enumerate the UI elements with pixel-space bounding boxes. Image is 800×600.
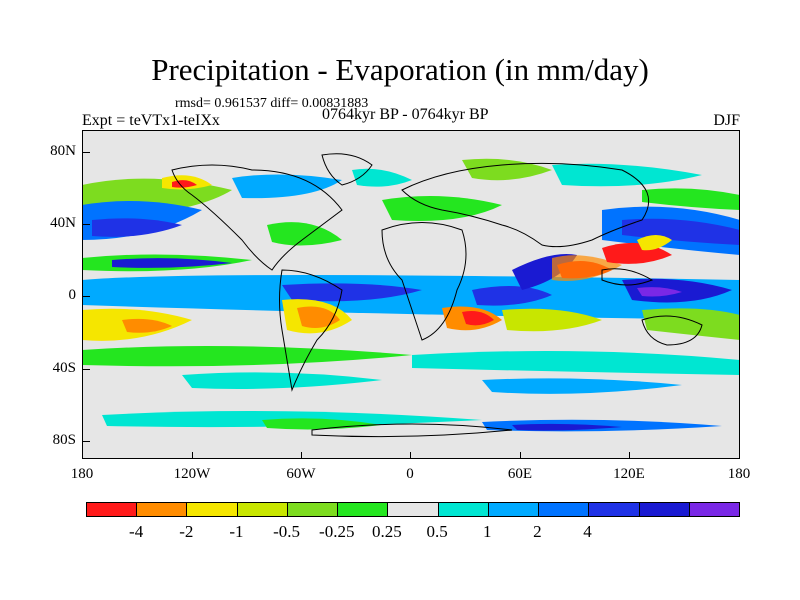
field-patch: [637, 235, 672, 251]
field-patch: [232, 174, 342, 199]
field-patch: [82, 346, 412, 367]
x-tick-label: 0: [406, 466, 414, 482]
colorbar-bin: [438, 503, 489, 516]
y-tick: [82, 369, 90, 370]
field-patch: [92, 218, 182, 237]
x-tick-label: 60E: [507, 466, 533, 482]
x-tick: [192, 452, 193, 459]
colorbar-label: -4: [129, 522, 144, 541]
x-tick-label: 180: [727, 466, 751, 482]
field-patch: [122, 318, 172, 333]
plot-title: Precipitation - Evaporation (in mm/day): [151, 52, 649, 87]
field-patch: [502, 308, 602, 332]
field-patch: [637, 287, 682, 297]
field-patch: [642, 308, 740, 340]
colorbar-bin: [689, 503, 740, 516]
field-patch: [112, 258, 232, 268]
field-patch: [352, 168, 412, 187]
season-label: DJF: [713, 112, 740, 129]
field-patch: [182, 372, 382, 389]
field-patch: [642, 188, 740, 210]
experiment-label: Expt = teVTx1-teIXx: [82, 112, 220, 129]
y-tick: [82, 152, 90, 153]
coastlines: [171, 153, 703, 438]
colorbar: [86, 502, 740, 517]
x-tick: [410, 452, 411, 459]
field-patch: [552, 163, 702, 187]
colorbar-label: 0.25: [372, 522, 402, 541]
field-patch: [482, 378, 682, 394]
x-tick: [629, 452, 630, 459]
field-patch: [472, 286, 552, 306]
field-patch: [462, 311, 494, 326]
field-patch: [262, 418, 382, 430]
colorbar-bin: [488, 503, 540, 516]
stats-label: rmsd= 0.961537 diff= 0.00831883: [175, 96, 369, 111]
colorbar-label: 1: [482, 522, 492, 541]
y-tick-label: 80S: [52, 432, 76, 448]
period-label: 0764kyr BP - 0764kyr BP: [322, 106, 489, 123]
field-patch: [267, 222, 342, 246]
colorbar-bin: [639, 503, 690, 516]
x-tick-label: 120E: [613, 466, 645, 482]
colorbar-bin: [187, 503, 238, 516]
colorbar-bin: [589, 503, 640, 516]
field-patch: [462, 158, 552, 181]
x-tick-label: 180: [70, 466, 94, 482]
colorbar-bin: [338, 503, 389, 516]
y-tick-label: 40N: [50, 215, 76, 231]
colorbar-bin: [388, 503, 439, 516]
y-tick: [82, 441, 90, 442]
field-patch: [552, 255, 622, 281]
field-patch: [622, 218, 740, 245]
y-tick: [82, 224, 90, 225]
colorbar-label: 0.5: [426, 522, 448, 541]
colorbar-bin: [137, 503, 188, 516]
colorbar-label: -2: [179, 522, 194, 541]
field-patch: [512, 423, 622, 431]
colorbar-label: -0.25: [319, 522, 355, 541]
colorbar-bin: [539, 503, 590, 516]
y-tick-label: 0: [68, 287, 77, 303]
field-patch: [382, 196, 502, 221]
colorbar-label: 4: [583, 522, 592, 541]
x-tick: [520, 452, 521, 459]
map-panel: [82, 130, 740, 459]
colorbar-label: 2: [533, 522, 542, 541]
field-patch: [297, 306, 340, 328]
colorbar-label: -1: [229, 522, 244, 541]
field-patch: [282, 283, 422, 302]
y-tick-label: 80N: [50, 143, 76, 159]
x-tick-label: 120W: [173, 466, 211, 482]
colorbar-bin: [237, 503, 288, 516]
precipitation-field: [82, 153, 740, 438]
x-tick: [301, 452, 302, 459]
colorbar-label: -0.5: [273, 522, 301, 541]
x-tick-label: 60W: [286, 466, 316, 482]
colorbar-bin: [287, 503, 339, 516]
field-patch: [82, 275, 740, 320]
y-tick: [82, 296, 90, 297]
colorbar-bin: [87, 503, 138, 516]
y-tick-label: 40S: [52, 360, 76, 376]
field-patch: [412, 351, 740, 375]
